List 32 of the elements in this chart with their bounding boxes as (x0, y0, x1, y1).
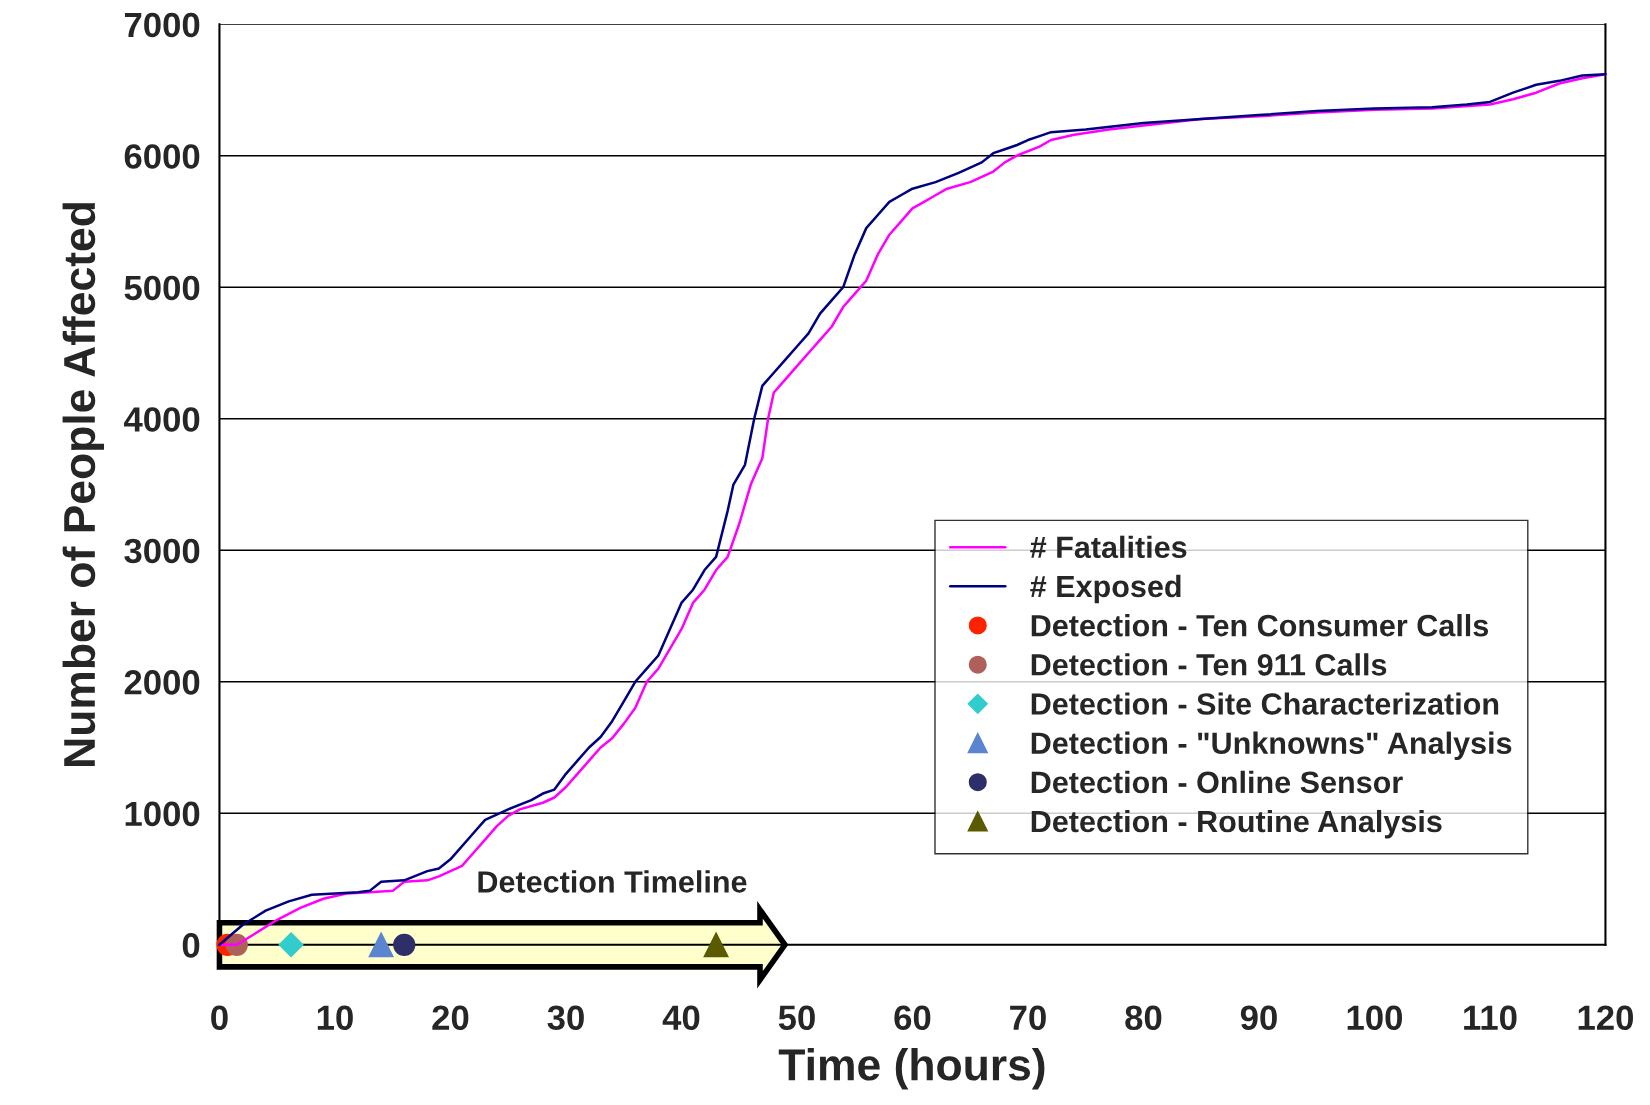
x-tick-label: 30 (547, 1005, 584, 1031)
legend-label: Detection - Online Sensor (1031, 770, 1403, 794)
x-tick-label: 90 (1240, 1005, 1277, 1030)
x-tick-label: 20 (432, 1005, 469, 1030)
legend-label: # Fatalities (1030, 535, 1187, 559)
y-tick-label: 5000 (124, 275, 200, 301)
y-tick-label: 1000 (125, 801, 200, 827)
legend-label: Detection - Ten Consumer Calls (1031, 614, 1489, 637)
y-tick-label: 7000 (124, 12, 200, 38)
legend-label: Detection - "Unknowns" Analysis (1031, 731, 1512, 761)
legend-label: Detection - Ten 911 Calls (1031, 653, 1387, 676)
legend-label: Detection - Routine Analysis (1031, 809, 1442, 839)
x-tick-label: 70 (1010, 1005, 1046, 1030)
y-axis-title: Number of People Affected (62, 203, 105, 766)
x-axis-title: Time (hours) (778, 1047, 1045, 1090)
y-tick-label: 6000 (124, 144, 200, 169)
x-tick-label: 110 (1464, 1005, 1517, 1030)
legend-label: Detection - Site Characterization (1031, 692, 1499, 715)
x-tick-label: 40 (662, 1005, 700, 1030)
x-tick-label: 120 (1578, 1005, 1633, 1030)
x-tick-label: 50 (778, 1005, 815, 1030)
x-tick-label: 60 (894, 1005, 931, 1030)
y-tick-label: 2000 (124, 670, 200, 695)
x-tick-label: 10 (317, 1005, 353, 1030)
annotation: Detection Timeline (478, 870, 747, 893)
legend-label: # Exposed (1030, 574, 1181, 604)
x-tick-label: 100 (1347, 1005, 1402, 1030)
y-tick-label: 4000 (123, 407, 200, 432)
y-tick-label: 3000 (124, 538, 200, 564)
y-tick-label: 0 (182, 933, 200, 958)
x-tick-label: 80 (1125, 1005, 1162, 1030)
x-tick-label: 0 (211, 1005, 228, 1030)
